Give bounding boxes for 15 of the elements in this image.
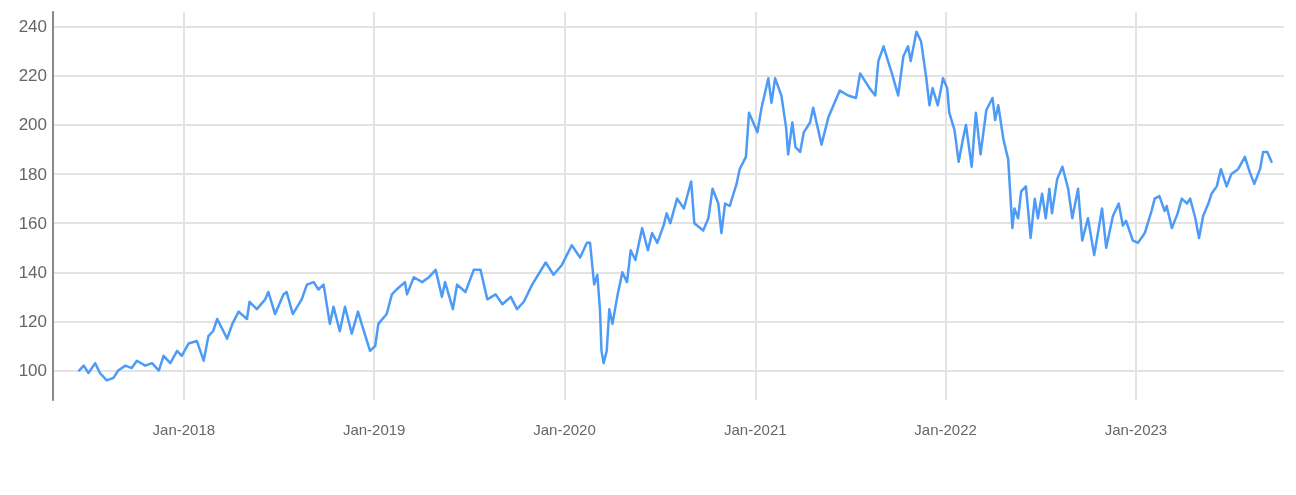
y-tick-label: 240 [18, 17, 47, 37]
y-tick-label: 180 [18, 164, 47, 184]
y-tick-label: 100 [18, 361, 47, 381]
y-tick-label: 160 [18, 213, 47, 233]
y-tick-label: 120 [18, 311, 47, 331]
x-tick-label: Jan-2020 [533, 421, 596, 438]
line-series [77, 30, 1273, 382]
y-tick-label: 200 [18, 115, 47, 135]
y-tick-label: 220 [18, 66, 47, 86]
x-tick-label: Jan-2018 [152, 421, 216, 438]
x-tick-label: Jan-2019 [342, 421, 406, 438]
x-tick-label: Jan-2021 [724, 421, 787, 438]
x-tick-label: Jan-2023 [1104, 421, 1168, 438]
y-tick-label: 140 [18, 262, 47, 282]
x-tick-label: Jan-2022 [914, 421, 977, 438]
